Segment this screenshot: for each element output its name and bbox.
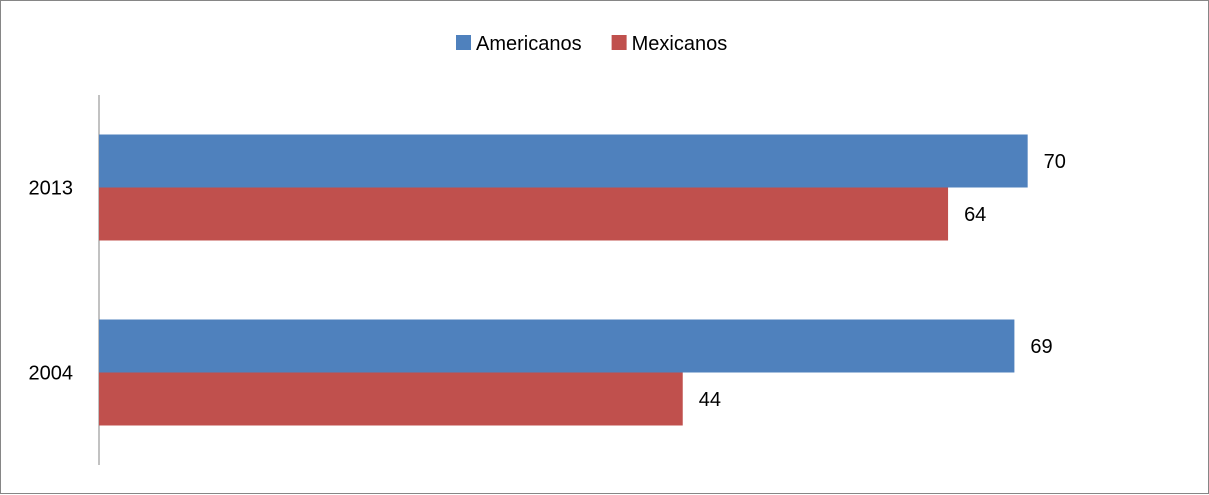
bar-americanos-2013 — [99, 134, 1028, 188]
data-label-mexicanos-2013: 64 — [964, 204, 986, 226]
bar-mexicanos-2004 — [99, 372, 683, 426]
legend-label-1: Mexicanos — [632, 33, 728, 55]
data-label-americanos-2004: 69 — [1030, 336, 1052, 358]
y-tick-label-0: 2013 — [29, 178, 74, 200]
legend-swatch-0 — [456, 35, 471, 50]
bar-mexicanos-2013 — [99, 187, 949, 241]
y-tick-label-1: 2004 — [29, 363, 74, 385]
data-label-americanos-2013: 70 — [1044, 151, 1066, 173]
bar-americanos-2004 — [99, 319, 1015, 373]
legend-swatch-1 — [611, 35, 627, 50]
data-label-mexicanos-2004: 44 — [699, 389, 721, 411]
legend-label-0: Americanos — [476, 33, 582, 55]
